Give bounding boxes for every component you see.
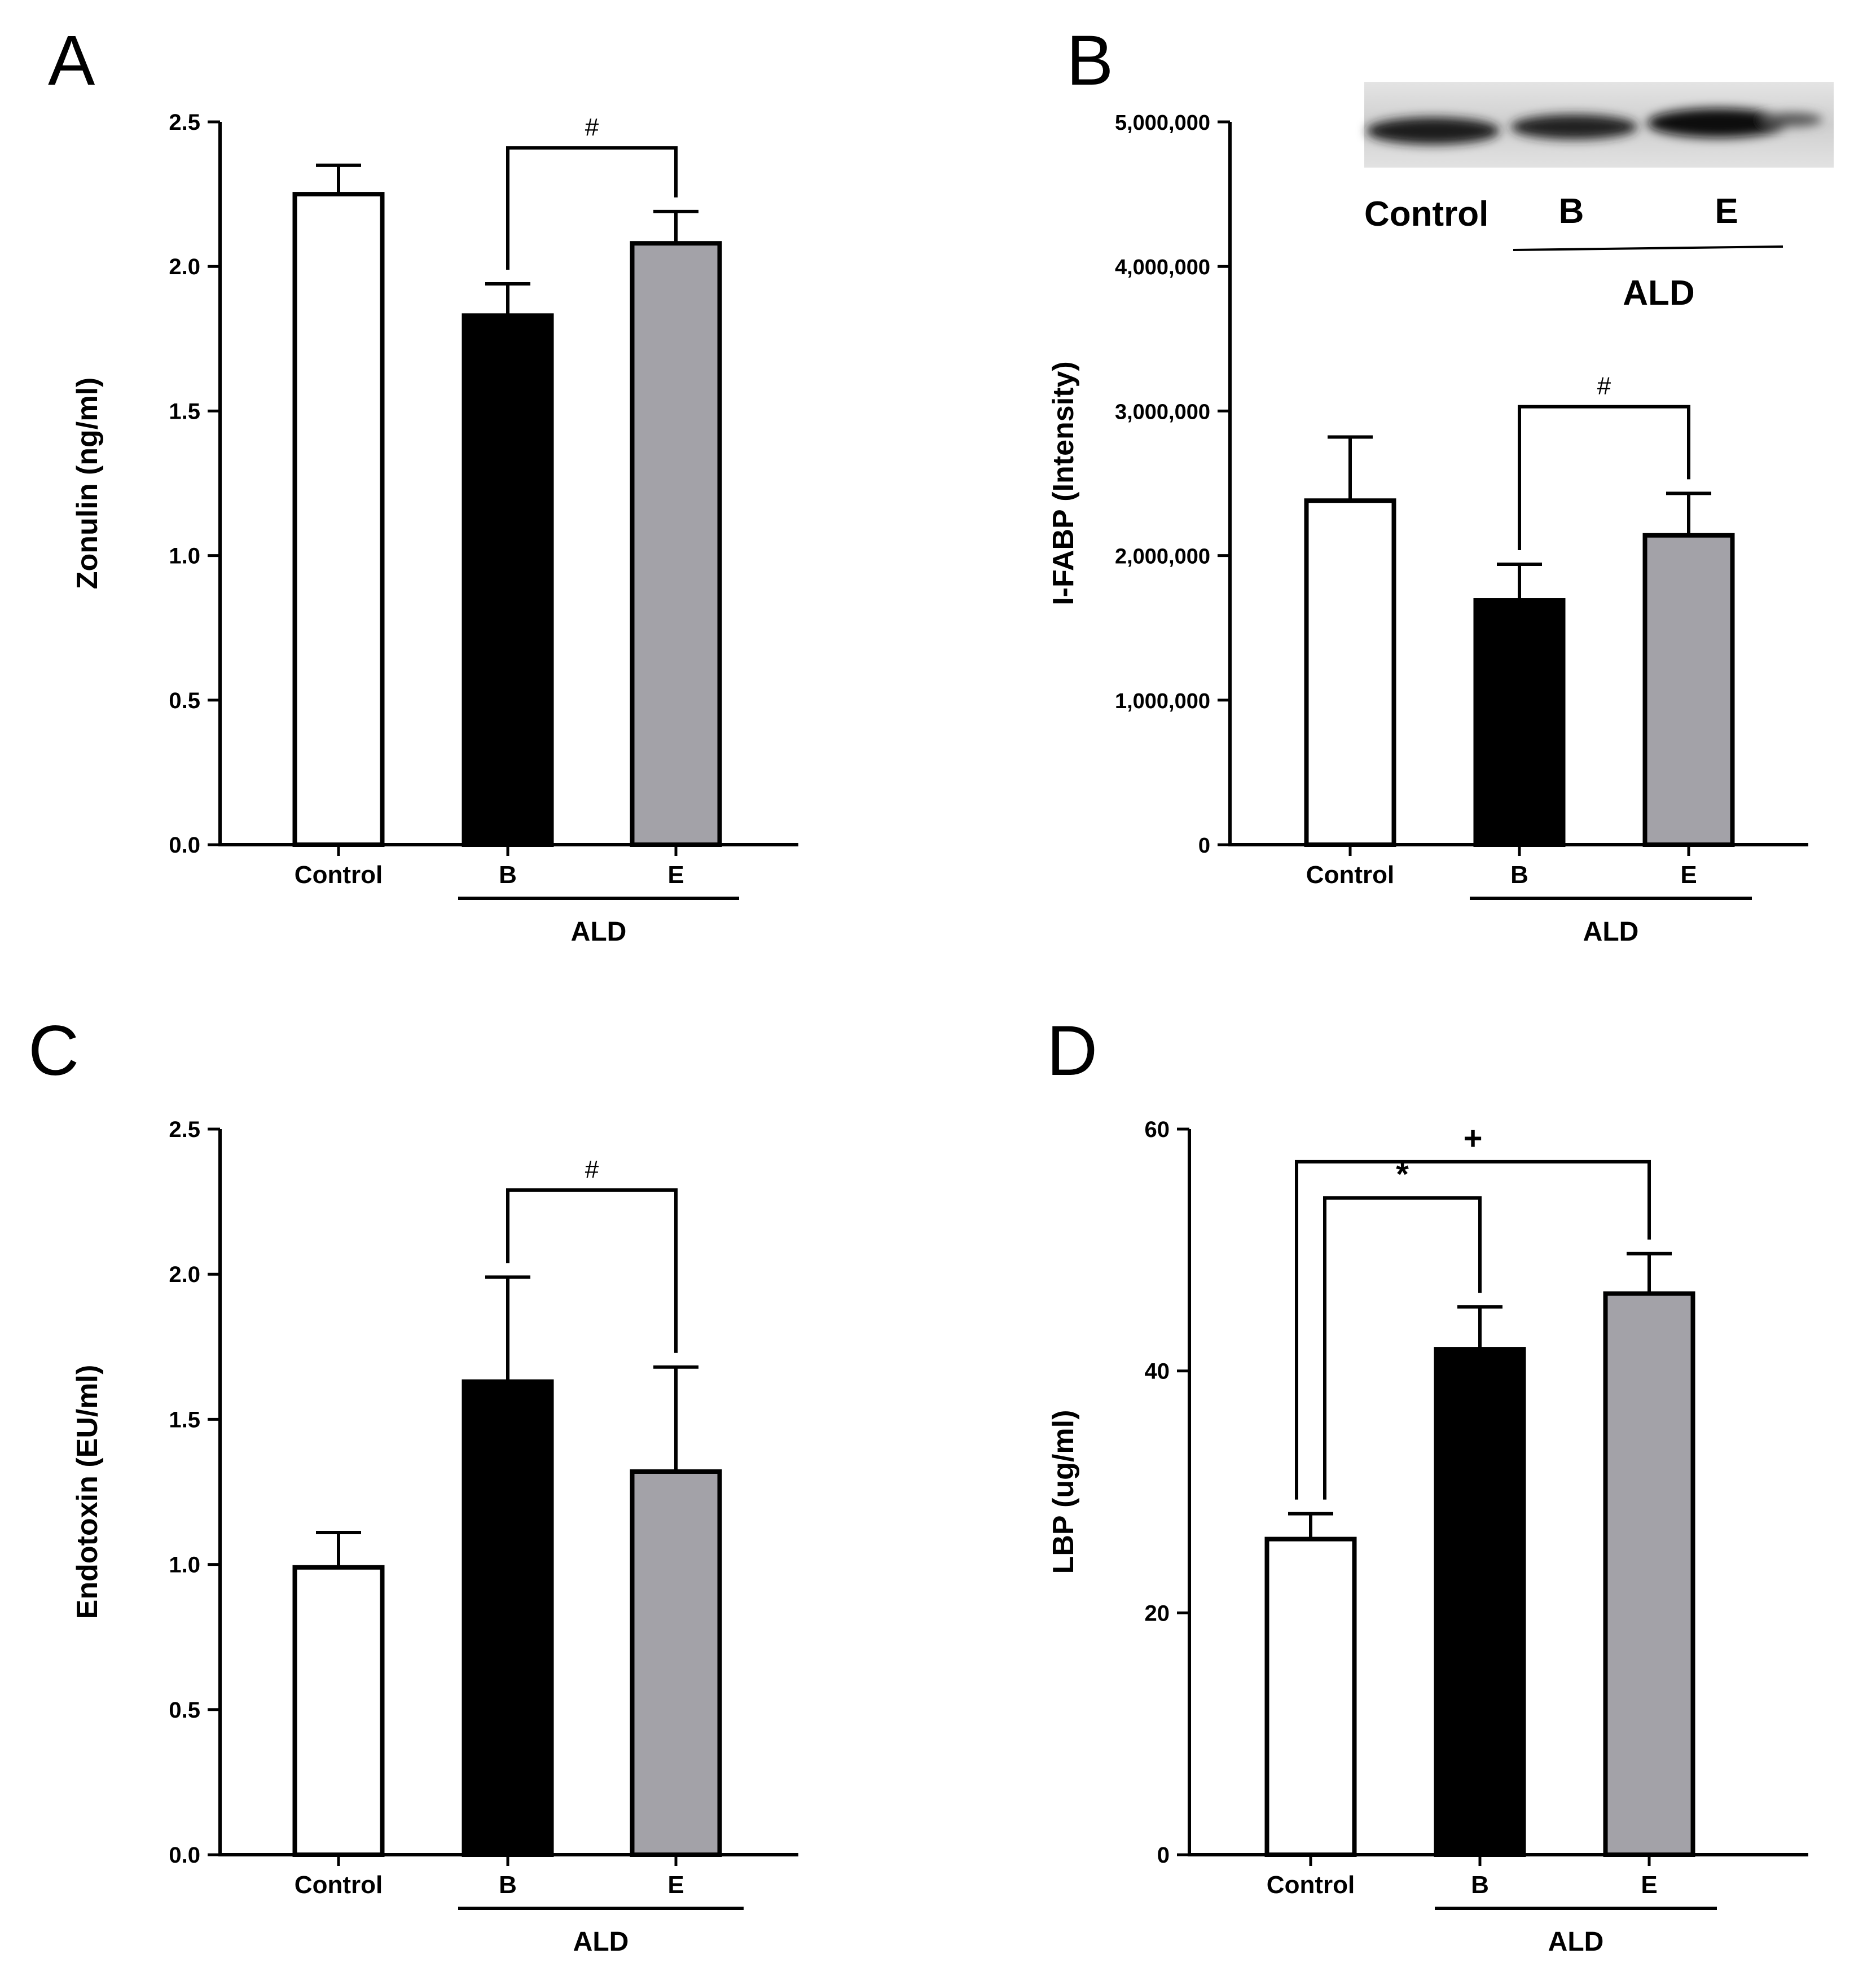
y-axis-label: I-FABP (Intensity) (1047, 361, 1080, 605)
x-tick-label: B (1471, 1871, 1489, 1899)
bar-b (1434, 1347, 1526, 1857)
significance-bracket (1323, 1196, 1482, 1500)
group-label: ALD (573, 1927, 629, 1957)
blot-label-ald: ALD (1623, 274, 1694, 313)
significance-symbol: # (1597, 372, 1611, 400)
blot-label-e: E (1715, 192, 1738, 231)
bar-b (462, 313, 554, 847)
significance-bracket (506, 1188, 678, 1353)
y-tick-label: 4,000,000 (1115, 256, 1210, 279)
bar-b (1473, 598, 1566, 847)
blot-label-b: B (1559, 192, 1584, 231)
blot-band-control (1367, 117, 1500, 144)
y-axis-label: LBP (ug/ml) (1047, 1410, 1080, 1574)
x-tick-label: Control (1306, 861, 1394, 889)
y-tick-label: 0.5 (169, 1698, 200, 1723)
panel-letter-d: D (1047, 1012, 1097, 1090)
bar-b (462, 1379, 554, 1858)
y-tick-label: 60 (1145, 1117, 1170, 1142)
significance-symbol: # (585, 113, 599, 141)
bar-e (630, 1469, 722, 1857)
panel-d-chart: 0 20 40 60 LBP (ug/ml) Control B E ALD + * (1047, 1117, 1808, 1957)
panel-letter-c: C (28, 1012, 79, 1090)
panel-letter-b: B (1066, 21, 1113, 100)
significance-bracket (1295, 1160, 1651, 1500)
significance-symbol: * (1396, 1156, 1409, 1193)
x-tick-label: E (1680, 861, 1697, 889)
bar-e (630, 241, 722, 847)
y-tick-label: 2,000,000 (1115, 545, 1210, 569)
y-tick-label: 0.0 (169, 833, 200, 858)
x-tick-label: E (667, 1871, 684, 1899)
y-tick-label: 40 (1145, 1359, 1170, 1384)
x-tick-label: Control (295, 861, 383, 889)
group-label: ALD (1583, 917, 1639, 947)
y-tick-label: 1.0 (169, 1553, 200, 1578)
group-label: ALD (571, 917, 627, 947)
x-tick-label: Control (1267, 1871, 1355, 1899)
y-tick-label: 1.0 (169, 544, 200, 569)
y-tick-label: 2.5 (169, 110, 200, 135)
y-tick-label: 0.0 (169, 1843, 200, 1868)
panel-letter-a: A (48, 21, 95, 100)
y-tick-label: 5,000,000 (1115, 111, 1210, 135)
bar-e (1603, 1291, 1695, 1858)
bar-control (292, 192, 385, 848)
x-tick-label: Control (295, 1871, 383, 1899)
y-tick-label: 1.5 (169, 399, 200, 424)
y-tick-label: 20 (1145, 1601, 1170, 1626)
blot-ald-line (1513, 245, 1783, 251)
x-tick-label: E (1641, 1871, 1657, 1899)
significance-bracket (506, 146, 678, 270)
blot-band-e-tail (1760, 113, 1822, 126)
y-axis-label: Endotoxin (EU/ml) (71, 1365, 104, 1619)
bar-control (1264, 1536, 1357, 1858)
blot-band-b (1511, 115, 1637, 139)
y-tick-label: 2.0 (169, 1262, 200, 1287)
group-label: ALD (1548, 1927, 1604, 1957)
x-tick-label: E (667, 861, 684, 889)
significance-symbol: + (1464, 1120, 1483, 1157)
x-tick-label: B (1510, 861, 1528, 889)
y-tick-label: 2.5 (169, 1117, 200, 1142)
y-tick-label: 0.5 (169, 688, 200, 713)
blot-inset: Control B E ALD (1364, 82, 1834, 313)
y-tick-label: 0 (1198, 834, 1210, 858)
y-tick-label: 2.0 (169, 254, 200, 279)
panel-c-chart: 0.0 0.5 1.0 1.5 2.0 2.5 Endotoxin (EU/ml) Contr… (71, 1117, 798, 1957)
y-tick-label: 3,000,000 (1115, 400, 1210, 424)
y-axis-label: Zonulin (ng/ml) (71, 377, 104, 589)
bar-control (1304, 498, 1396, 847)
x-tick-label: B (499, 861, 517, 889)
panel-a-chart: 0.0 0.5 1.0 1.5 2.0 2.5 Zonulin (ng/ml) Control… (71, 110, 798, 947)
bar-e (1642, 533, 1735, 847)
significance-bracket (1518, 405, 1690, 550)
significance-symbol: # (585, 1156, 599, 1183)
y-tick-label: 0 (1157, 1843, 1170, 1868)
blot-label-control: Control (1364, 195, 1488, 234)
y-tick-label: 1.5 (169, 1407, 200, 1432)
x-tick-label: B (499, 1871, 517, 1899)
blot-band-e (1647, 108, 1789, 138)
y-tick-label: 1,000,000 (1115, 690, 1210, 713)
panel-b-chart: 0 1,000,000 2,000,000 3,000,000 4,000,000 5,0… (1047, 111, 1808, 947)
bar-control (292, 1565, 385, 1857)
